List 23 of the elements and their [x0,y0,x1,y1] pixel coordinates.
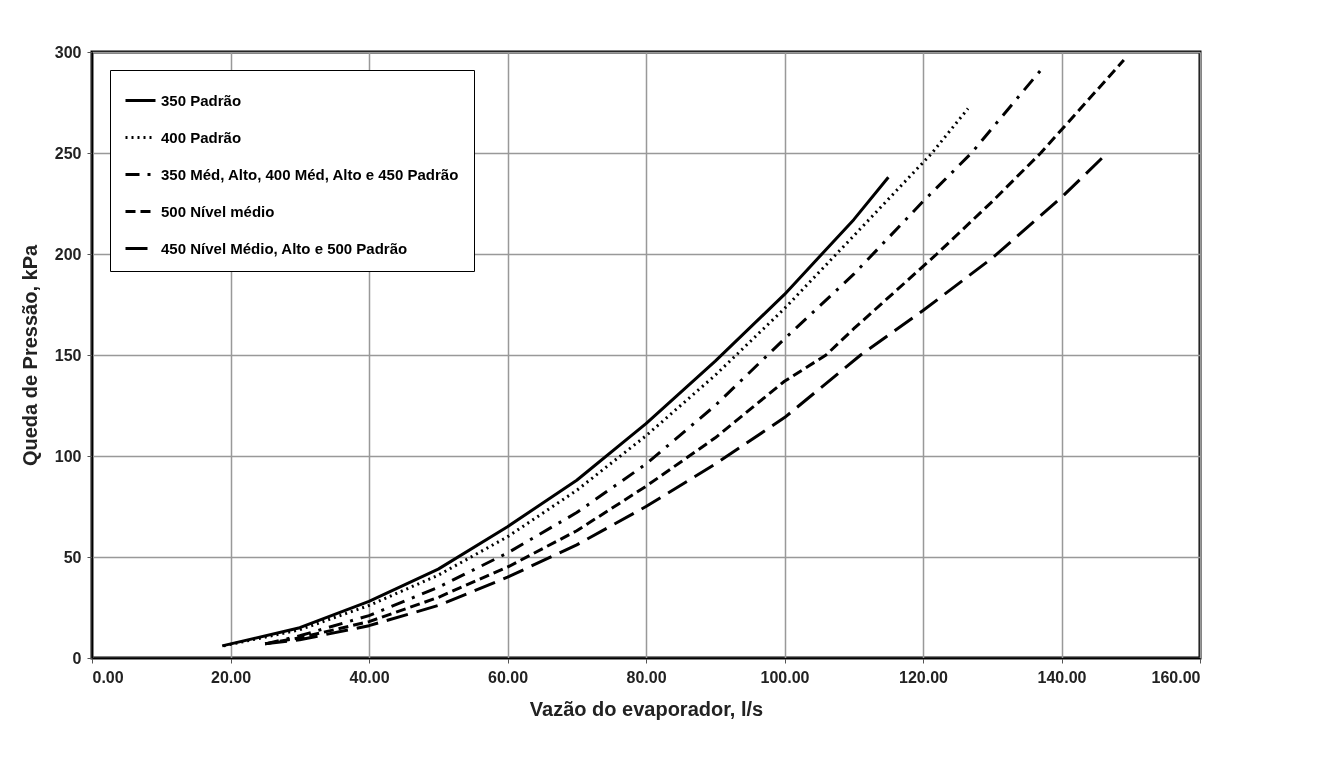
y-axis-title: Queda de Pressão, kPa [18,244,41,467]
y-tick-label: 0 [72,649,82,667]
y-tick-label: 250 [54,144,82,162]
y-tick-label: 300 [54,43,82,61]
x-tick-label: 160.00 [1151,668,1201,686]
y-tick-label: 200 [54,245,82,263]
y-tick-label: 150 [54,346,82,364]
x-tick-label: 120.00 [899,668,949,686]
x-tick-label: 0.00 [92,668,124,686]
x-tick-label: 80.00 [626,668,667,686]
x-tick-label: 40.00 [349,668,390,686]
x-tick-label: 20.00 [210,668,252,686]
x-tick-label: 60.00 [487,668,529,686]
legend-label: 350 Méd, Alto, 400 Méd, Alto e 450 Padrão [161,165,459,183]
y-tick-label: 50 [63,548,82,566]
x-tick-label: 140.00 [1037,668,1087,686]
legend-label: 400 Padrão [161,128,242,146]
y-tick-label: 100 [54,447,82,465]
legend-label: 350 Padrão [161,91,242,109]
legend-label: 500 Nível médio [161,202,275,220]
x-axis-title: Vazão do evaporador, l/s [529,697,764,720]
x-tick-label: 100.00 [760,668,810,686]
legend-label: 450 Nível Médio, Alto e 500 Padrão [161,239,408,257]
